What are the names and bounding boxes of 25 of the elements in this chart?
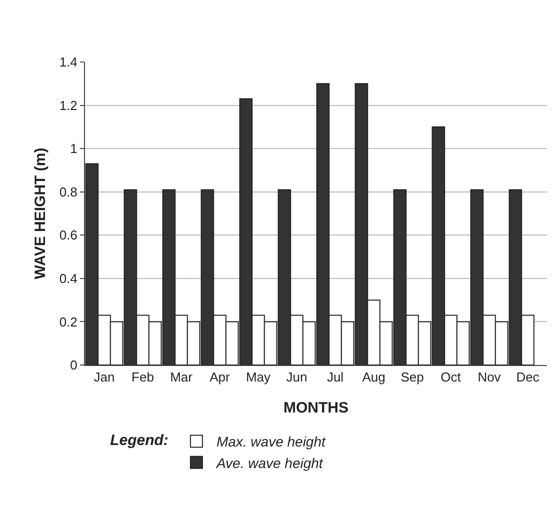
x-tick-label: Dec bbox=[516, 370, 540, 385]
x-tick-label: Feb bbox=[132, 370, 154, 385]
x-tick-label: Apr bbox=[210, 370, 231, 385]
x-tick-label: Mar bbox=[170, 370, 194, 385]
y-tick-label: 0 bbox=[70, 358, 78, 373]
y-tick-label: 1.2 bbox=[59, 98, 78, 113]
x-tick-label: Aug bbox=[362, 370, 386, 385]
y-tick-label: 0.2 bbox=[59, 314, 78, 330]
legend-title: Legend: bbox=[110, 432, 168, 450]
legend-label: Max. wave height bbox=[216, 434, 326, 450]
y-tick-label: 1 bbox=[70, 141, 78, 156]
x-tick-label: Jul bbox=[326, 370, 344, 385]
y-tick-label: 0.6 bbox=[59, 228, 78, 243]
x-tick-label: Nov bbox=[478, 370, 502, 385]
legend-label: Ave. wave height bbox=[215, 454, 324, 471]
y-axis-title: WAVE HEIGHT (m) bbox=[32, 148, 49, 280]
y-tick-label: 0.4 bbox=[59, 270, 78, 286]
x-axis-title: MONTHS bbox=[284, 400, 348, 417]
x-tick-label: May bbox=[246, 370, 272, 385]
y-tick-label: 0.8 bbox=[59, 184, 78, 200]
x-tick-label: Jan bbox=[94, 370, 115, 385]
x-tick-label: Oct bbox=[440, 370, 462, 385]
x-tick-label: Jun bbox=[286, 370, 308, 385]
y-tick-label: 1.4 bbox=[59, 54, 78, 70]
x-tick-label: Sep bbox=[400, 370, 424, 385]
